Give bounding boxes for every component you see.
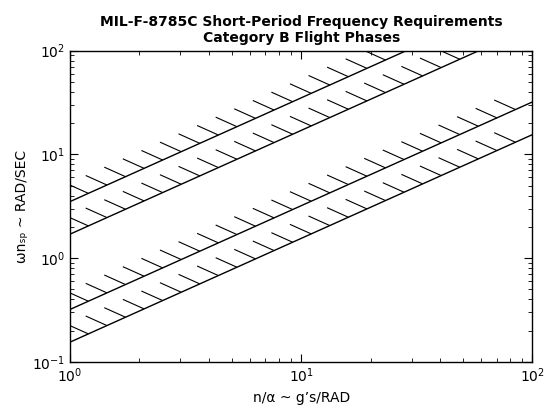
Title: MIL-F-8785C Short-Period Frequency Requirements
Category B Flight Phases: MIL-F-8785C Short-Period Frequency Requi… [100,15,502,45]
X-axis label: n/α ~ g’s/RAD: n/α ~ g’s/RAD [253,391,350,405]
Y-axis label: ωnₛₚ ~ RAD/SEC: ωnₛₚ ~ RAD/SEC [15,150,29,263]
